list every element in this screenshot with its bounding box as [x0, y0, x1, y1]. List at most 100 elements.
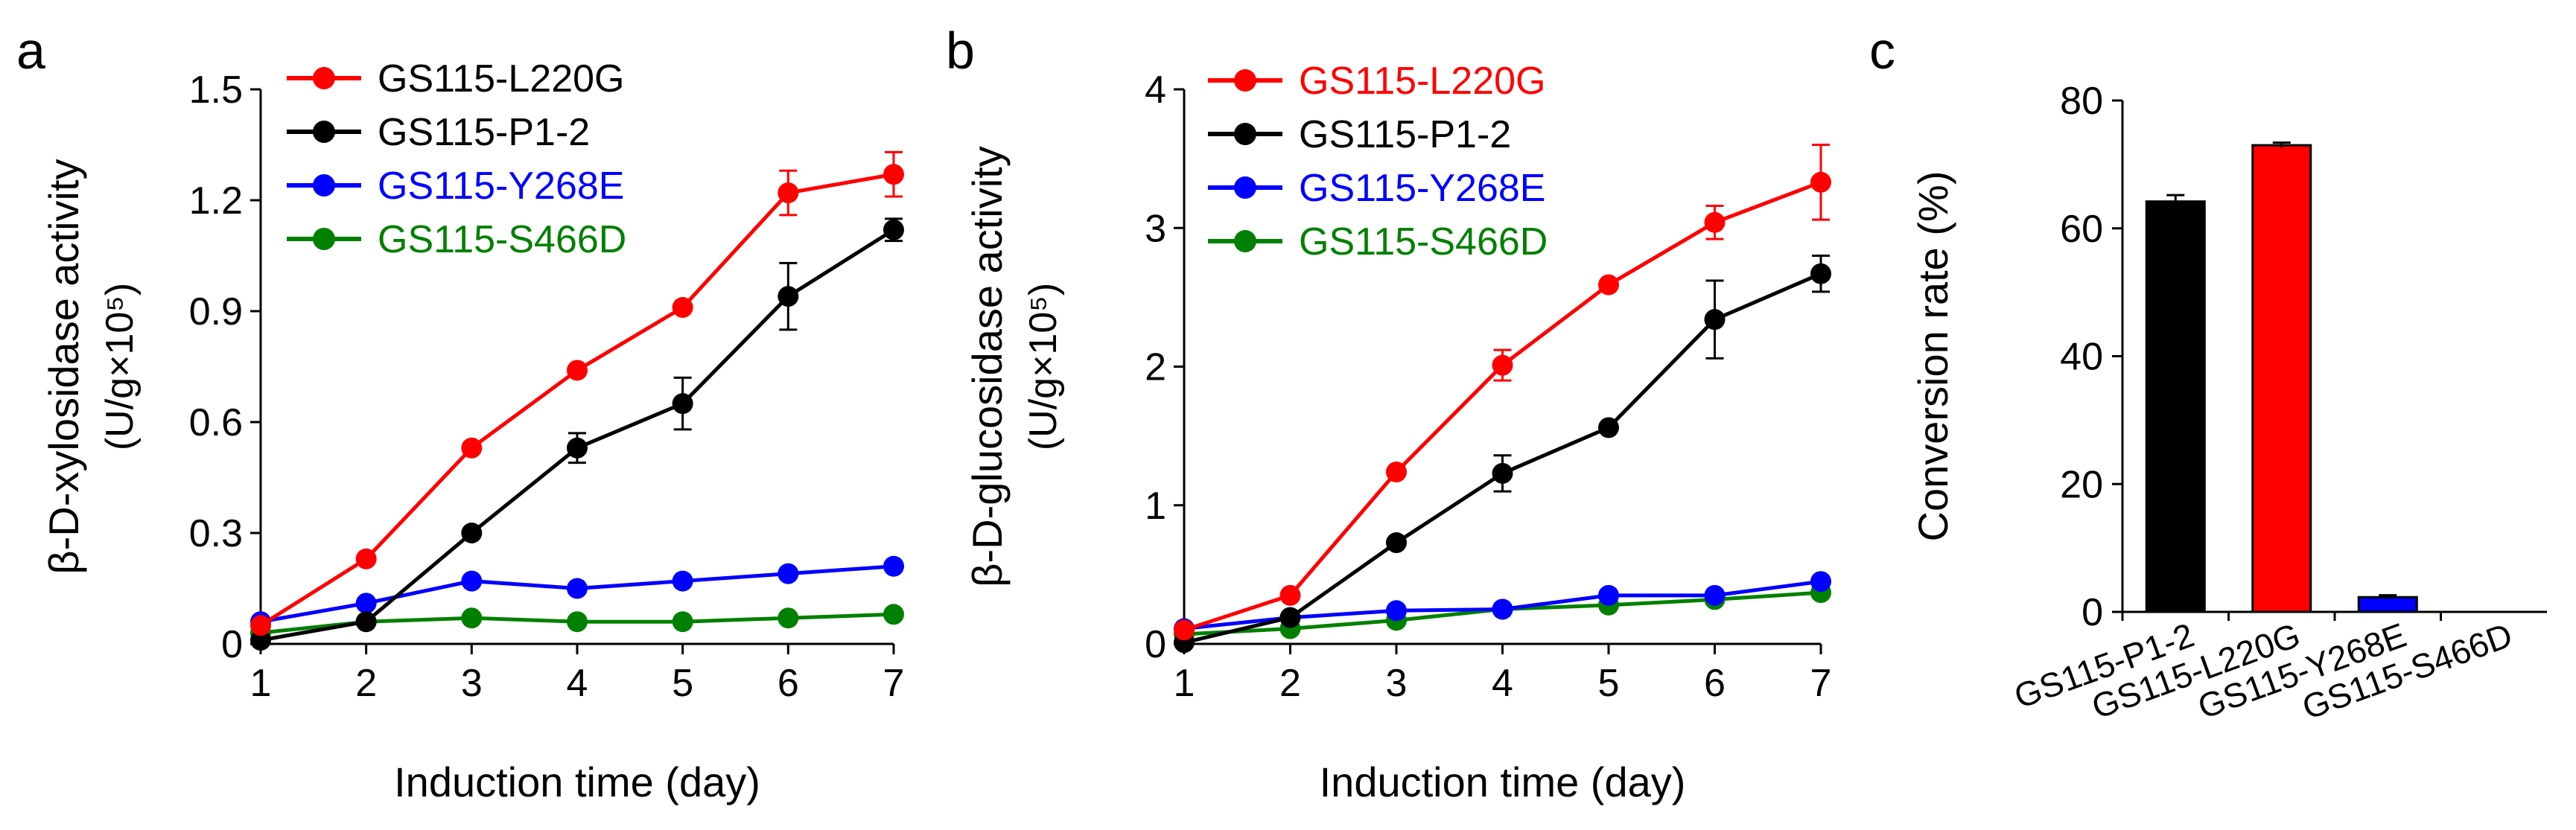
data-point	[567, 437, 588, 459]
data-point	[1386, 532, 1407, 554]
y-tick-label: 1	[1145, 485, 1166, 528]
y-tick-label: 40	[2060, 336, 2103, 379]
y-tick-label: 2	[1145, 346, 1166, 389]
data-point	[1386, 462, 1407, 483]
panel-label-c: c	[1869, 22, 1895, 80]
y-tick-label: 0	[2082, 591, 2103, 634]
data-point	[1810, 263, 1831, 284]
x-tick-label: 4	[567, 662, 588, 705]
data-point	[1492, 462, 1513, 484]
data-point	[1386, 600, 1407, 622]
legend-label: GS115-S466D	[378, 218, 626, 261]
data-point	[672, 570, 693, 592]
x-axis-title: Induction time (day)	[1320, 759, 1686, 805]
data-point	[672, 393, 693, 415]
y-tick-label: 60	[2060, 208, 2103, 251]
data-point	[883, 604, 904, 625]
legend-marker	[313, 67, 335, 89]
x-tick-label: 2	[355, 662, 377, 705]
data-point	[777, 563, 799, 584]
y-axis-title: Conversion rate (%)	[1909, 171, 1956, 542]
data-point	[355, 548, 377, 569]
x-tick-label: 6	[1704, 662, 1726, 705]
data-point	[1174, 619, 1195, 641]
legend-label: GS115-Y268E	[378, 165, 624, 208]
bar-GS115-L220G	[2251, 144, 2312, 613]
data-point	[1492, 598, 1513, 620]
x-tick-label: 5	[1598, 662, 1620, 705]
legend-marker	[1234, 230, 1256, 252]
y-tick-label: 3	[1145, 207, 1166, 250]
y-axis-unit: (U/g×10⁵)	[98, 283, 141, 450]
legend-marker	[313, 121, 335, 143]
data-point	[1279, 584, 1301, 606]
data-point	[1704, 309, 1726, 331]
data-point	[1810, 171, 1831, 193]
x-tick-label: 4	[1492, 662, 1513, 705]
data-point	[461, 570, 483, 592]
data-point	[1598, 584, 1619, 606]
data-point	[567, 611, 588, 633]
y-tick-label: 0.6	[189, 401, 243, 444]
panel-label-a: a	[16, 22, 45, 80]
x-tick-label: 3	[1386, 662, 1408, 705]
data-point	[567, 360, 588, 381]
data-point	[672, 611, 693, 633]
y-axis-title: β-D-glucosidase activity	[964, 146, 1011, 587]
y-tick-label: 80	[2060, 80, 2103, 123]
data-point	[355, 593, 377, 614]
x-tick-label: 2	[1279, 662, 1301, 705]
y-tick-label: 0	[1145, 623, 1166, 666]
y-tick-label: 0.9	[189, 290, 243, 333]
legend-label: GS115-S466D	[1299, 220, 1548, 264]
legend-marker	[313, 228, 335, 250]
y-axis-title: β-D-xylosidase activity	[40, 159, 87, 574]
y-tick-label: 0.3	[189, 512, 243, 555]
data-point	[777, 286, 799, 307]
x-tick-label: 7	[1810, 662, 1832, 705]
data-point	[883, 164, 904, 185]
y-tick-label: 1.2	[189, 179, 243, 223]
x-tick-label: 7	[883, 662, 905, 705]
y-tick-label: 20	[2060, 463, 2103, 506]
legend-marker	[1234, 123, 1256, 145]
x-tick-label: 1	[1174, 662, 1195, 705]
data-point	[883, 555, 904, 577]
data-point	[1704, 584, 1726, 606]
data-point	[250, 630, 271, 651]
data-point	[672, 297, 693, 319]
x-tick-label: 6	[777, 662, 799, 705]
data-point	[461, 437, 483, 459]
y-tick-label: 4	[1145, 68, 1166, 112]
data-point	[1279, 607, 1301, 628]
legend-label: GS115-Y268E	[1299, 167, 1545, 210]
data-point	[883, 219, 904, 240]
data-point	[1492, 354, 1513, 376]
data-point	[567, 578, 588, 599]
legend-marker	[313, 174, 335, 197]
panel-a-xylosidase-chart: 0 0.3 0.6 0.9 1.2 1.5 1 2 3 4 5 6 7 Induction time (d…	[40, 57, 904, 805]
data-point	[1810, 571, 1831, 593]
data-point	[250, 615, 271, 636]
panel-label-b: b	[946, 22, 975, 80]
legend-label: GS115-P1-2	[1299, 113, 1511, 156]
data-point	[461, 607, 483, 629]
legend-marker	[1234, 69, 1256, 92]
legend-label: GS115-L220G	[378, 57, 624, 100]
bar-GS115-Y268E	[2357, 596, 2418, 613]
data-point	[777, 182, 799, 204]
x-axis-title: Induction time (day)	[394, 759, 760, 805]
data-point	[461, 523, 483, 543]
x-tick-label: 1	[250, 662, 272, 705]
data-point	[1598, 417, 1619, 438]
legend-label: GS115-P1-2	[378, 111, 590, 154]
bar-GS115-P1-2	[2145, 200, 2206, 613]
data-point	[1704, 211, 1726, 233]
x-tick-label: 3	[461, 662, 483, 705]
legend-marker	[1234, 176, 1256, 199]
y-tick-label: 0	[221, 623, 243, 666]
y-axis-unit: (U/g×10⁵)	[1022, 283, 1065, 450]
data-point	[355, 611, 377, 633]
